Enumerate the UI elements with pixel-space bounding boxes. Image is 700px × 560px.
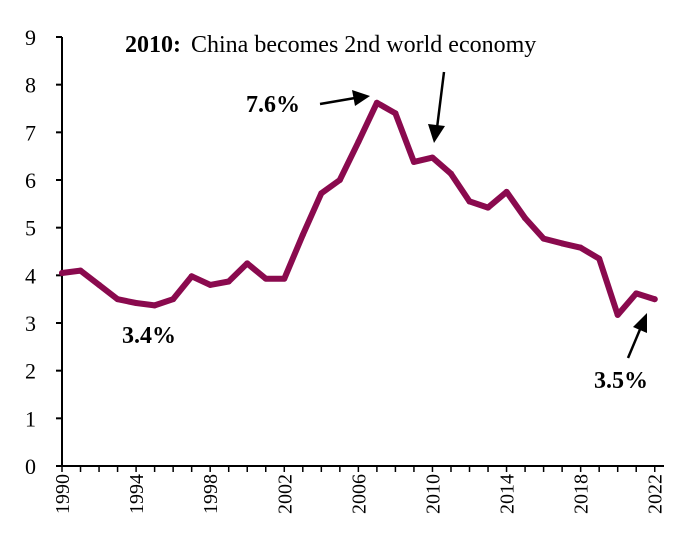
data-point: [559, 240, 566, 247]
x-tick-label: 2022: [645, 474, 667, 514]
data-point: [503, 188, 510, 195]
data-point: [466, 198, 473, 205]
y-tick-label: 1: [25, 406, 36, 431]
x-tick-label: 2018: [571, 474, 593, 514]
headline-text: China becomes 2nd world economy: [191, 32, 536, 58]
data-point: [244, 260, 251, 267]
x-tick-label: 2002: [274, 474, 296, 514]
y-tick-label: 7: [25, 120, 36, 145]
series-points: [59, 99, 658, 318]
y-tick-label: 0: [25, 454, 36, 479]
data-point: [522, 215, 529, 222]
data-point: [485, 204, 492, 211]
peak-label: 7.6%: [246, 92, 300, 118]
data-point: [633, 290, 640, 297]
data-point: [596, 255, 603, 262]
y-axis-ticks: 0 1 2 3 4 5 6 7 8 9: [25, 25, 62, 479]
y-tick-label: 6: [25, 168, 36, 193]
data-point: [336, 177, 343, 183]
data-point: [410, 158, 417, 165]
data-point: [614, 311, 621, 318]
end-arrow: [626, 313, 647, 359]
data-point: [373, 99, 380, 106]
series-line: [59, 99, 658, 318]
headline-year: 2010:: [125, 32, 181, 58]
x-tick-label: 1994: [126, 474, 148, 514]
data-point: [188, 273, 195, 280]
x-tick-label: 2014: [497, 474, 519, 514]
y-tick-label: 4: [25, 263, 36, 288]
headline-arrow: [428, 71, 446, 143]
y-tick-label: 2: [25, 359, 36, 384]
y-tick-label: 3: [25, 311, 36, 336]
x-tick-label: 1990: [52, 474, 74, 514]
data-point: [447, 170, 454, 177]
data-point: [133, 299, 140, 306]
chart-axes: [61, 37, 664, 467]
headline-annotation: 2010: China becomes 2nd world economy: [125, 32, 536, 58]
data-point: [651, 296, 658, 303]
data-point: [262, 275, 269, 282]
data-point: [429, 154, 436, 161]
data-point: [96, 281, 103, 288]
y-tick-label: 9: [25, 25, 36, 50]
data-point: [540, 235, 547, 242]
data-point: [77, 267, 84, 274]
data-point: [170, 296, 177, 303]
data-point: [392, 110, 399, 117]
data-point: [281, 275, 288, 282]
data-point: [59, 269, 65, 276]
end-label: 3.5%: [594, 368, 648, 394]
data-point: [114, 296, 121, 303]
data-point: [318, 190, 325, 197]
data-point: [225, 278, 232, 285]
data-point: [355, 138, 362, 145]
low-label: 3.4%: [122, 323, 176, 349]
x-tick-label: 2006: [348, 474, 370, 514]
y-tick-label: 8: [25, 73, 36, 98]
data-point: [299, 231, 306, 238]
y-tick-label: 5: [25, 216, 36, 241]
x-tick-label: 1998: [200, 474, 222, 514]
peak-arrow: [319, 90, 370, 106]
x-axis-ticks: 1990 1994 1998 2002 2006 2010 2014 2018 2022: [52, 466, 667, 514]
data-point: [207, 281, 214, 288]
data-point: [151, 302, 158, 309]
data-point: [577, 244, 584, 251]
x-tick-label: 2010: [422, 474, 444, 514]
